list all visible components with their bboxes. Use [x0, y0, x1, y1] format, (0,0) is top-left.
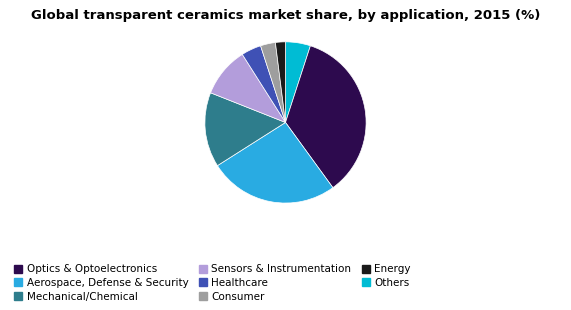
Wedge shape: [205, 93, 286, 166]
Wedge shape: [286, 46, 366, 188]
Wedge shape: [275, 42, 286, 122]
Wedge shape: [286, 42, 311, 122]
Wedge shape: [242, 46, 286, 122]
Text: Global transparent ceramics market share, by application, 2015 (%): Global transparent ceramics market share…: [31, 9, 540, 22]
Legend: Optics & Optoelectronics, Aerospace, Defense & Security, Mechanical/Chemical, Se: Optics & Optoelectronics, Aerospace, Def…: [11, 261, 414, 305]
Wedge shape: [260, 42, 286, 122]
Wedge shape: [211, 54, 286, 122]
Wedge shape: [218, 122, 333, 203]
